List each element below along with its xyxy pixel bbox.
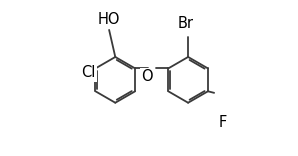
Text: Cl: Cl [81, 65, 96, 80]
Text: O: O [141, 69, 153, 84]
Text: Br: Br [178, 16, 194, 31]
Text: F: F [218, 115, 226, 130]
Text: HO: HO [98, 12, 120, 27]
